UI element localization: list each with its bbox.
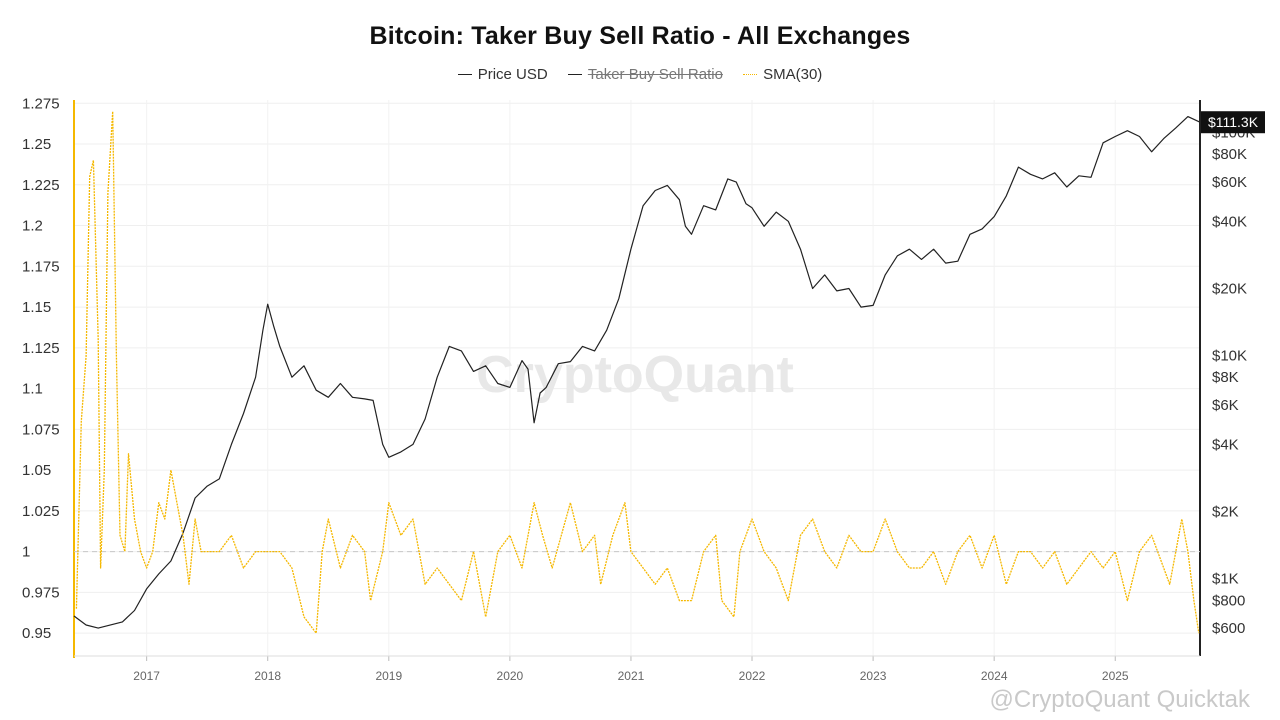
legend-swatch-sma	[743, 74, 758, 75]
legend-item-price[interactable]: Price USD	[457, 66, 548, 83]
right-tick-label: $80K	[1212, 146, 1247, 163]
series-line-sma30	[75, 110, 1200, 634]
left-tick-label: 1.125	[22, 340, 60, 357]
legend-label-ratio: Taker Buy Sell Ratio	[587, 66, 723, 83]
right-tick-label: $60K	[1212, 174, 1247, 191]
x-tick-label: 2024	[981, 669, 1008, 683]
footer-watermark: @CryptoQuant Quicktak	[989, 686, 1250, 713]
price-tag-box	[1201, 111, 1265, 134]
right-axis: $100K$80K$60K$40K$20K$10K$8K$6K$4K$2K$1K…	[1199, 100, 1255, 656]
left-tick-label: 1.075	[22, 421, 60, 438]
x-tick-label: 2022	[739, 669, 766, 683]
legend-item-sma[interactable]: SMA(30)	[743, 66, 822, 83]
left-tick-label: 1.025	[22, 503, 60, 520]
legend-swatch-ratio	[567, 74, 582, 75]
right-tick-label: $40K	[1212, 213, 1247, 230]
left-tick-label: 1.1	[22, 381, 43, 398]
left-tick-label: 0.975	[22, 584, 60, 601]
legend-item-ratio[interactable]: Taker Buy Sell Ratio	[567, 66, 723, 83]
left-tick-label: 1.05	[22, 462, 51, 479]
legend-label-sma: SMA(30)	[763, 66, 823, 83]
right-tick-label: $600	[1212, 620, 1245, 637]
x-axis: 2017 2018 2019 2020 2021 2022 2023 2024 2025	[74, 655, 1200, 683]
x-tick-label: 2021	[618, 669, 645, 683]
left-tick-label: 1.275	[22, 95, 60, 112]
right-tick-label: $4K	[1212, 436, 1239, 453]
legend-swatch-price	[457, 74, 472, 75]
current-price-tag: $111.3K	[1201, 111, 1265, 134]
series-group	[73, 110, 1201, 634]
x-tick-label: 2023	[860, 669, 887, 683]
right-tick-label: $8K	[1212, 369, 1239, 386]
right-tick-label: $10K	[1212, 348, 1247, 365]
left-tick-label: 1	[22, 544, 30, 561]
price-tag-label: $111.3K	[1208, 114, 1259, 130]
left-tick-label: 1.225	[22, 177, 60, 194]
x-tick-label: 2017	[133, 669, 160, 683]
right-tick-label: $800	[1212, 592, 1245, 609]
x-tick-label: 2020	[497, 669, 524, 683]
left-axis: 1.275 1.25 1.225 1.2 1.175 1.15 1.125 1.1 1.075 1…	[22, 95, 75, 658]
series-line-price	[73, 115, 1201, 629]
x-tick-label: 2019	[375, 669, 402, 683]
right-tick-label: $2K	[1212, 504, 1239, 521]
left-tick-label: 1.175	[22, 258, 60, 275]
watermark-text: CryptoQuant	[476, 346, 794, 404]
right-tick-label: $20K	[1212, 280, 1247, 297]
x-tick-label: 2025	[1102, 669, 1129, 683]
x-tick-label: 2018	[254, 669, 281, 683]
chart-title: Bitcoin: Taker Buy Sell Ratio - All Exch…	[369, 22, 911, 50]
right-tick-label: $1K	[1212, 571, 1239, 588]
left-tick-label: 1.2	[22, 218, 43, 235]
left-tick-label: 1.25	[22, 136, 51, 153]
chart-legend: Price USD Taker Buy Sell Ratio SMA(30)	[0, 62, 1280, 83]
legend-label-price: Price USD	[477, 66, 548, 83]
left-tick-label: 0.95	[22, 625, 51, 642]
right-tick-label: $6K	[1212, 397, 1239, 414]
left-tick-label: 1.15	[22, 299, 51, 316]
